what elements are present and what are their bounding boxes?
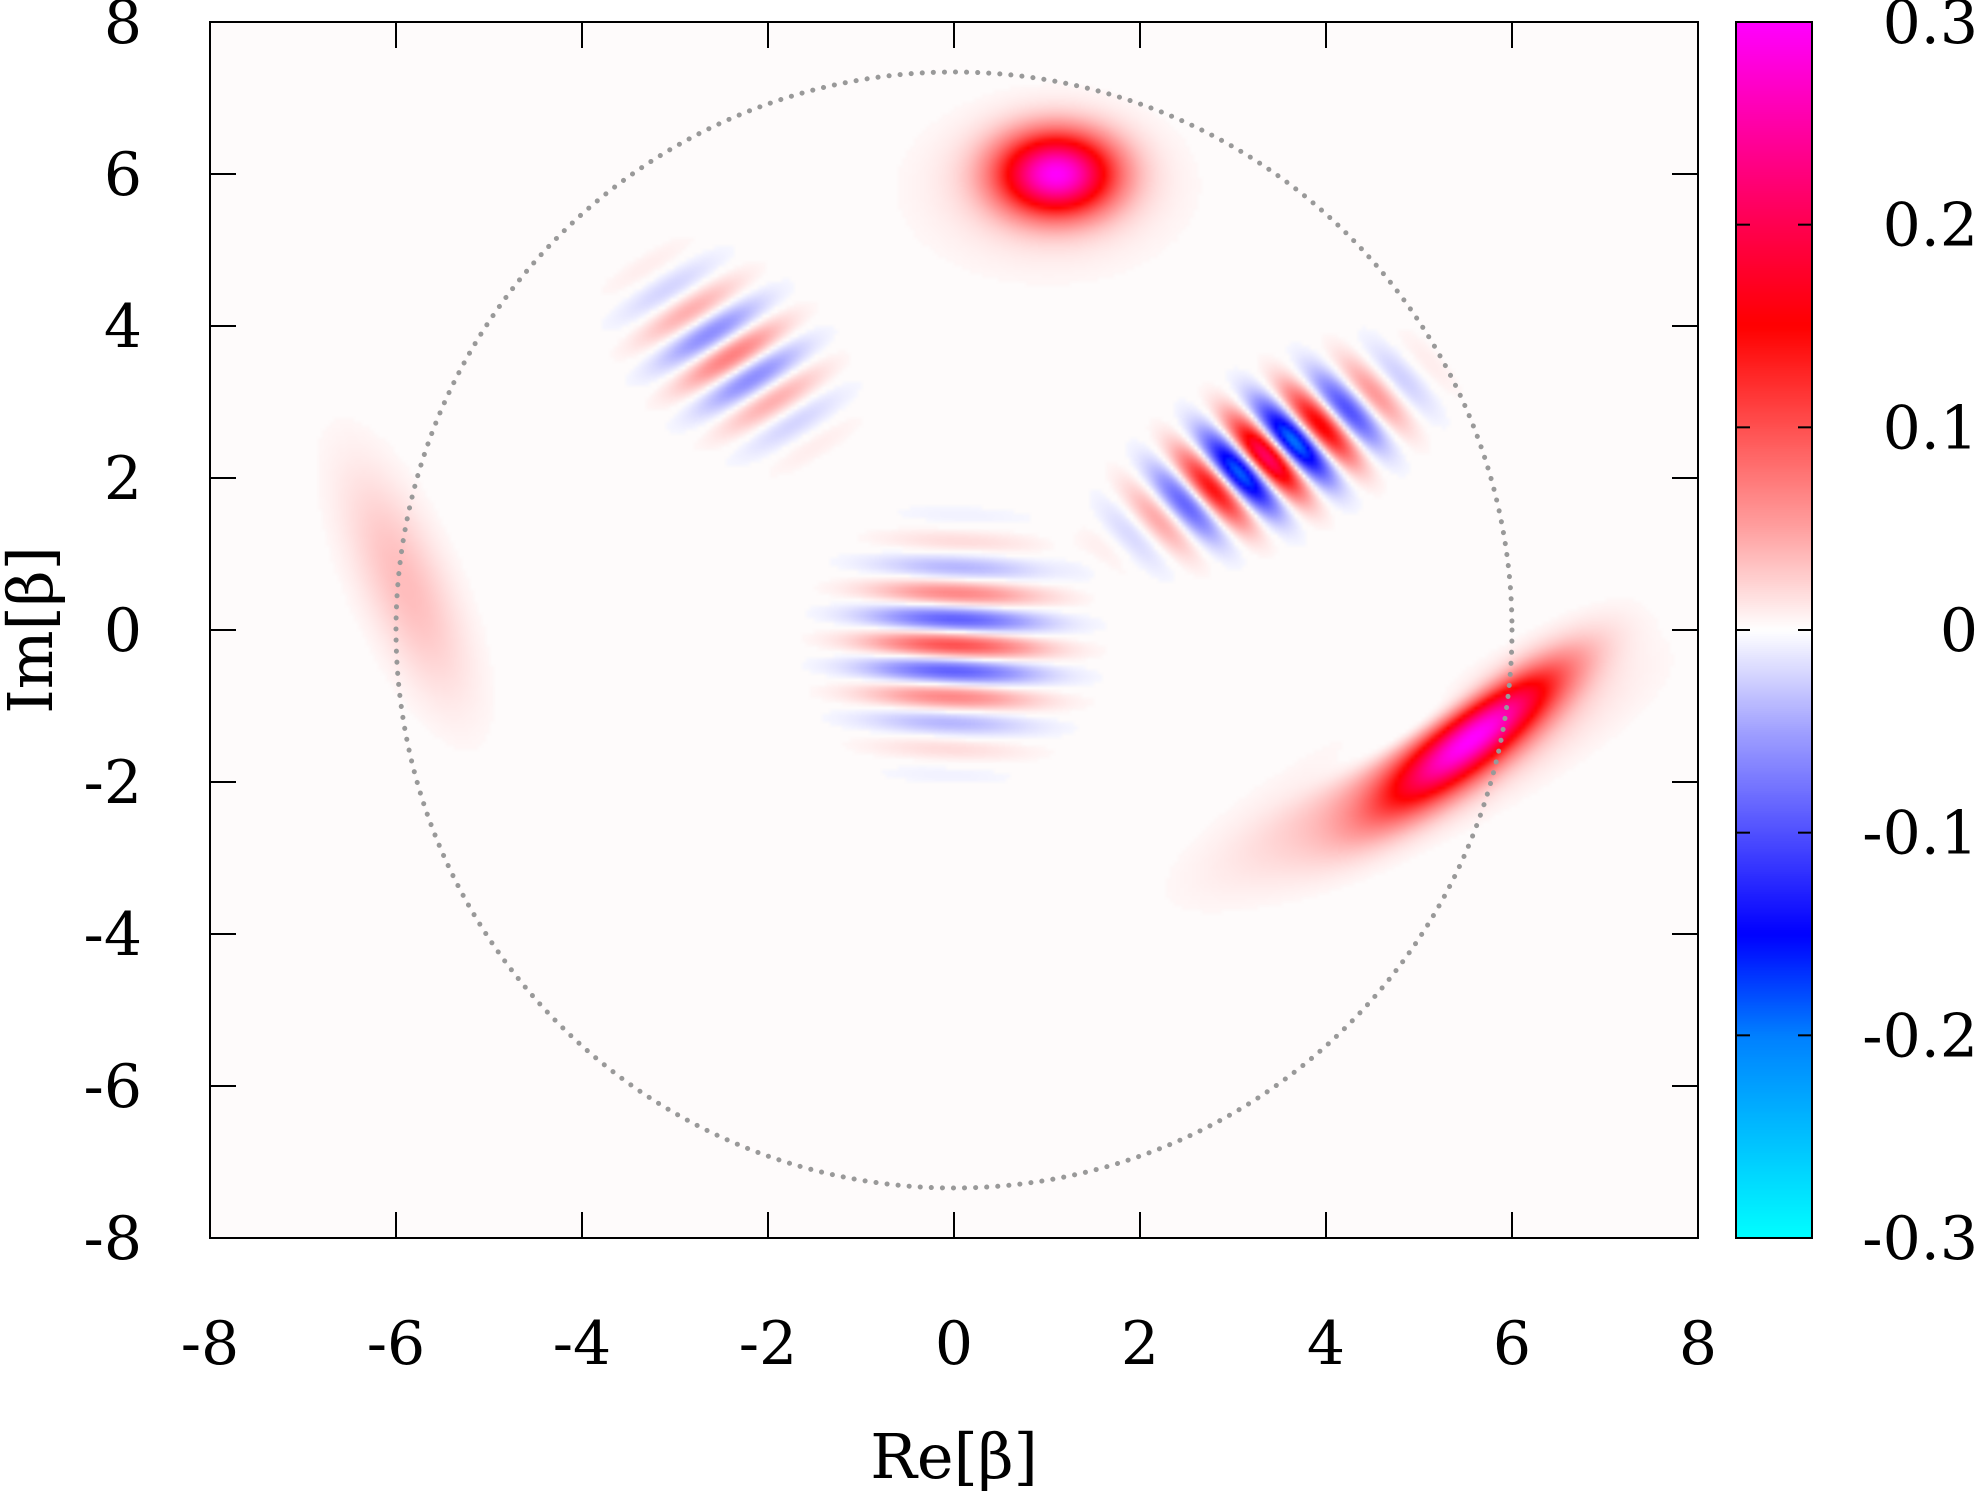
y-tick-label: -6 <box>84 1052 142 1122</box>
y-tick-label: -2 <box>84 748 142 818</box>
colorbar-tick-label: 0 <box>1940 596 1978 666</box>
x-tick-label: 0 <box>935 1309 973 1379</box>
x-tick-label: -8 <box>181 1309 239 1379</box>
x-tick-label: 8 <box>1679 1309 1717 1379</box>
y-tick-label: 8 <box>104 0 142 58</box>
y-tick-label: 6 <box>104 140 142 210</box>
x-tick-label: 4 <box>1307 1309 1345 1379</box>
x-tick-label: -2 <box>739 1309 797 1379</box>
y-tick-labels: -8 -6 -4 -2 0 2 4 6 8 <box>84 0 142 1274</box>
y-tick-label: 2 <box>104 444 142 514</box>
colorbar-tick-label: -0.2 <box>1862 1001 1978 1071</box>
x-tick-label: 2 <box>1121 1309 1159 1379</box>
x-axis-label: Re[β] <box>870 1420 1038 1492</box>
reference-circle <box>393 69 1515 1191</box>
x-tick-labels: -8 -6 -4 -2 0 2 4 6 8 <box>181 1309 1717 1379</box>
colorbar-tick-label: -0.1 <box>1862 799 1978 869</box>
x-tick-label: 6 <box>1493 1309 1531 1379</box>
y-axis-label: Im[β] <box>0 546 67 714</box>
y-tick-label: -8 <box>84 1204 142 1274</box>
colorbar-tick-label: 0.2 <box>1883 191 1978 261</box>
y-tick-label: -4 <box>84 900 142 970</box>
colorbar-tick-label: 0.3 <box>1883 0 1978 58</box>
x-tick-label: -4 <box>553 1309 611 1379</box>
colorbar-tick-label: 0.1 <box>1883 393 1978 463</box>
y-tick-label: 0 <box>104 596 142 666</box>
colorbar-labels: 0.3 0.2 0.1 0 -0.1 -0.2 -0.3 <box>1862 0 1978 1274</box>
heatmap-surface <box>210 22 1698 1238</box>
plot-frame <box>209 21 1699 1239</box>
y-tick-label: 4 <box>104 292 142 362</box>
colorbar-frame <box>1735 21 1813 1239</box>
colorbar-tick-label: -0.3 <box>1862 1204 1978 1274</box>
x-tick-label: -6 <box>367 1309 425 1379</box>
